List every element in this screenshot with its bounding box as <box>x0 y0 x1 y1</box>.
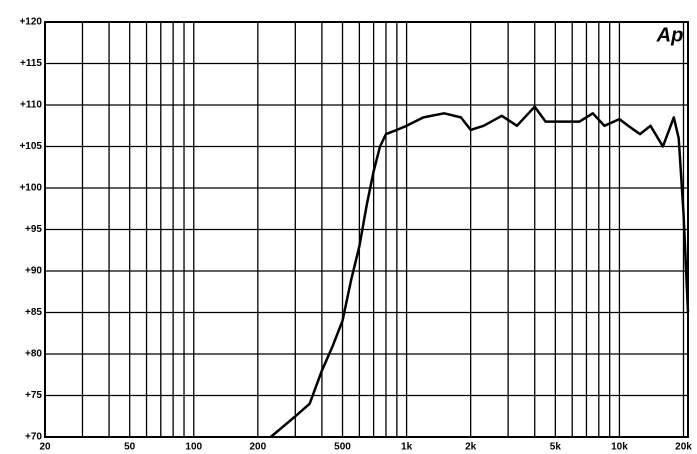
x-tick-label: 1k <box>401 442 413 453</box>
y-tick-label: +75 <box>25 390 42 401</box>
logo: Ap <box>656 24 684 46</box>
x-tick-label: 20k <box>675 442 692 453</box>
x-tick-label: 200 <box>249 442 266 453</box>
y-tick-label: +105 <box>19 141 42 152</box>
y-tick-label: +80 <box>25 349 42 360</box>
y-tick-label: +110 <box>20 100 42 111</box>
y-tick-label: +115 <box>20 58 42 69</box>
x-tick-label: 10k <box>611 442 628 453</box>
y-tick-label: +85 <box>25 307 42 318</box>
y-tick-label: +120 <box>19 17 42 28</box>
x-tick-label: 50 <box>124 442 136 453</box>
x-tick-label: 100 <box>185 442 202 453</box>
y-tick-label: +100 <box>19 183 42 194</box>
x-tick-label: 2k <box>465 442 477 453</box>
x-tick-label: 5k <box>550 442 562 453</box>
x-tick-label: 20 <box>39 442 51 453</box>
plot-border <box>44 21 689 438</box>
y-tick-label: +95 <box>25 224 42 235</box>
response-line <box>269 105 690 438</box>
x-tick-label: 500 <box>334 442 351 453</box>
y-tick-label: +90 <box>25 266 42 277</box>
y-tick-label: +70 <box>25 432 42 443</box>
